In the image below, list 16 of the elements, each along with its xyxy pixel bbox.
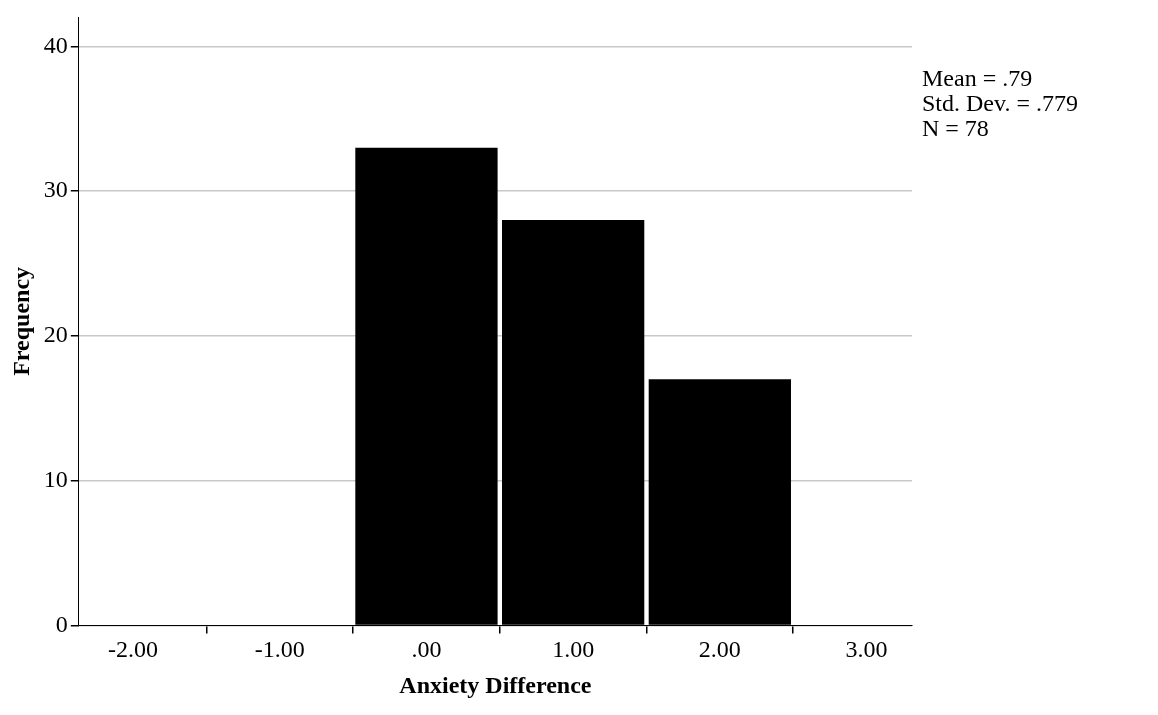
x-tick-label: -1.00: [254, 636, 305, 663]
text: Mean = .79: [922, 64, 1033, 91]
y-axis-title: Frequency: [7, 266, 34, 376]
y-tick-label: 10: [43, 465, 68, 492]
y-tick-label: 20: [43, 321, 68, 348]
y-tick-label: 0: [55, 610, 68, 637]
x-tick-label: -2.00: [108, 636, 159, 663]
x-axis-title: Anxiety Difference: [399, 671, 592, 698]
text: N = 78: [922, 114, 989, 141]
text: Std. Dev. = .779: [922, 89, 1078, 116]
y-tick-label: 40: [43, 31, 68, 58]
y-tick-label: 30: [43, 176, 68, 203]
x-tick-label: .00: [411, 636, 442, 663]
x-tick-label: 1.00: [552, 636, 595, 663]
x-tick-label: 3.00: [845, 636, 888, 663]
x-tick-label: 2.00: [698, 636, 741, 663]
